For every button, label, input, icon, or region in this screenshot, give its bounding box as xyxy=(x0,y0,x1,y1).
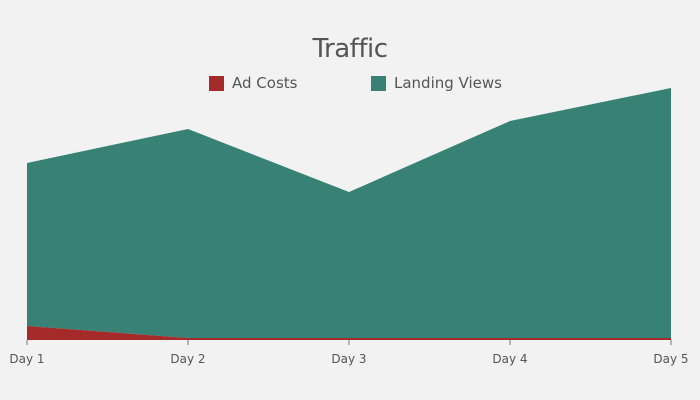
chart-title: Traffic xyxy=(312,34,388,64)
x-tick-label: Day 3 xyxy=(331,352,366,366)
area-ad-costs[interactable] xyxy=(27,326,671,340)
x-tick-label: Day 1 xyxy=(9,352,44,366)
legend-swatch-landing-views xyxy=(371,75,386,91)
legend-item-landing-views[interactable]: Landing Views xyxy=(371,74,502,92)
x-tick-label: Day 2 xyxy=(170,352,205,366)
legend-label-landing-views: Landing Views xyxy=(394,74,502,92)
legend: Ad Costs Landing Views xyxy=(0,74,700,94)
area-landing-views[interactable] xyxy=(27,88,671,338)
x-tick-label: Day 4 xyxy=(492,352,527,366)
x-tick-label: Day 5 xyxy=(653,352,688,366)
legend-label-ad-costs: Ad Costs xyxy=(232,74,298,92)
legend-swatch-ad-costs xyxy=(209,75,224,91)
legend-item-ad-costs[interactable]: Ad Costs xyxy=(209,74,297,92)
